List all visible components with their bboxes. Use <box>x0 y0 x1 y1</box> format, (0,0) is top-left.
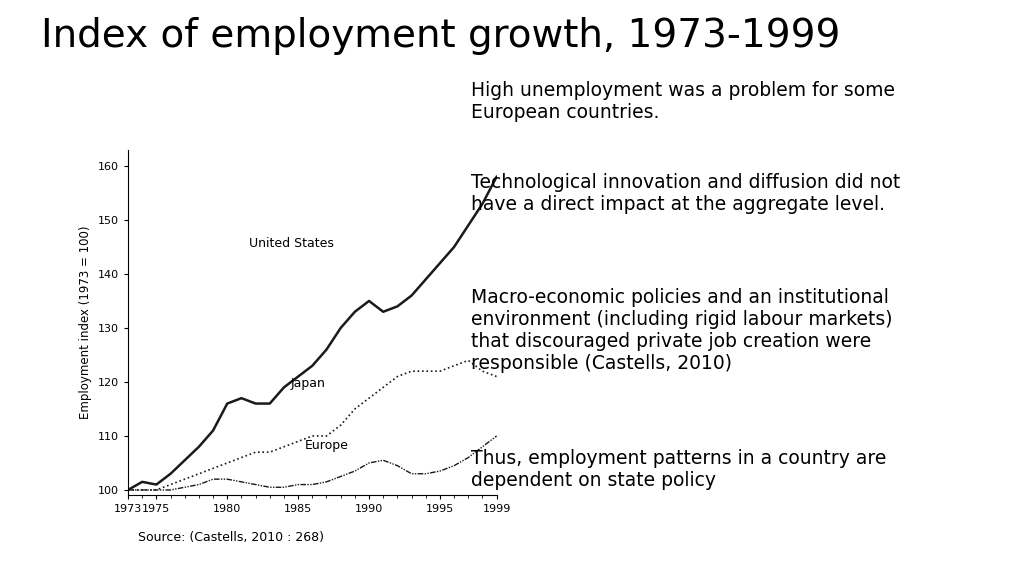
Text: Index of employment growth, 1973-1999: Index of employment growth, 1973-1999 <box>41 17 841 55</box>
Y-axis label: Employment index (1973 = 100): Employment index (1973 = 100) <box>79 226 92 419</box>
Text: Europe: Europe <box>305 439 349 453</box>
Text: Technological innovation and diffusion did not
have a direct impact at the aggre: Technological innovation and diffusion d… <box>471 173 900 214</box>
Text: Macro-economic policies and an institutional
environment (including rigid labour: Macro-economic policies and an instituti… <box>471 288 893 373</box>
Text: Japan: Japan <box>291 377 326 391</box>
Text: High unemployment was a problem for some
European countries.: High unemployment was a problem for some… <box>471 81 895 122</box>
Text: Thus, employment patterns in a country are
dependent on state policy: Thus, employment patterns in a country a… <box>471 449 887 490</box>
Text: United States: United States <box>249 237 334 250</box>
Text: Source: (Castells, 2010 : 268): Source: (Castells, 2010 : 268) <box>138 532 325 544</box>
